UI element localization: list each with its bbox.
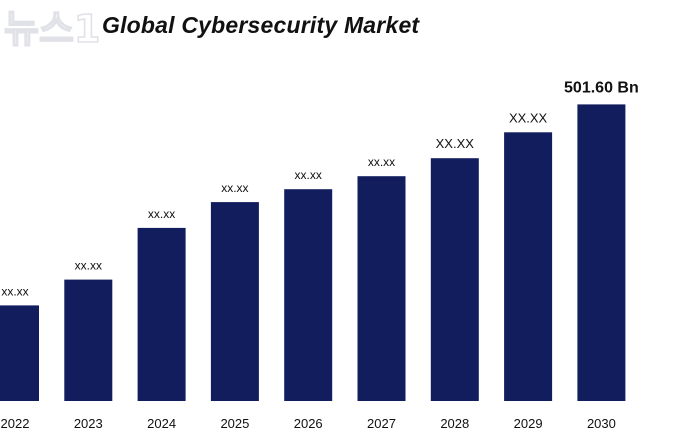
x-tick-2026: 2026	[294, 416, 323, 431]
data-label-2028: XX.XX	[436, 136, 475, 151]
x-tick-2025: 2025	[220, 416, 249, 431]
data-label-2025: xx.xx	[221, 181, 248, 195]
x-tick-2027: 2027	[367, 416, 396, 431]
x-tick-labels-group: 2022 2023 2024 2025 2026 2027 2028 2029 2030	[1, 416, 616, 431]
data-label-2026: xx.xx	[295, 168, 322, 182]
data-label-2030: 501.60 Bn	[564, 79, 639, 96]
bar-2027	[357, 176, 406, 401]
x-tick-2023: 2023	[74, 416, 103, 431]
bars-group	[0, 104, 626, 402]
bar-2024	[137, 227, 186, 401]
watermark-text: 뉴스1	[4, 7, 100, 51]
bar-2028	[430, 158, 479, 401]
bar-2025	[210, 202, 259, 401]
bar-2029	[504, 132, 553, 402]
x-tick-2029: 2029	[514, 416, 543, 431]
watermark-logo: 뉴스1	[3, 6, 101, 52]
data-label-2023: xx.xx	[75, 259, 102, 273]
data-label-2022: xx.xx	[1, 284, 28, 298]
x-tick-2030: 2030	[587, 416, 616, 431]
bar-2030	[577, 104, 626, 402]
bar-2026	[284, 189, 333, 401]
data-labels-group: xx.xx xx.xx xx.xx xx.xx xx.xx xx.xx XX.XX XX.XX…	[1, 79, 638, 298]
x-tick-2028: 2028	[440, 416, 469, 431]
bar-2023	[64, 279, 113, 401]
x-tick-2024: 2024	[147, 416, 176, 431]
data-label-2024: xx.xx	[148, 207, 175, 221]
x-tick-2022: 2022	[1, 416, 30, 431]
data-label-2029: XX.XX	[509, 110, 548, 125]
bar-2022	[0, 305, 39, 401]
chart-title: Global Cybersecurity Market	[102, 12, 420, 38]
data-label-2027: xx.xx	[368, 155, 395, 169]
